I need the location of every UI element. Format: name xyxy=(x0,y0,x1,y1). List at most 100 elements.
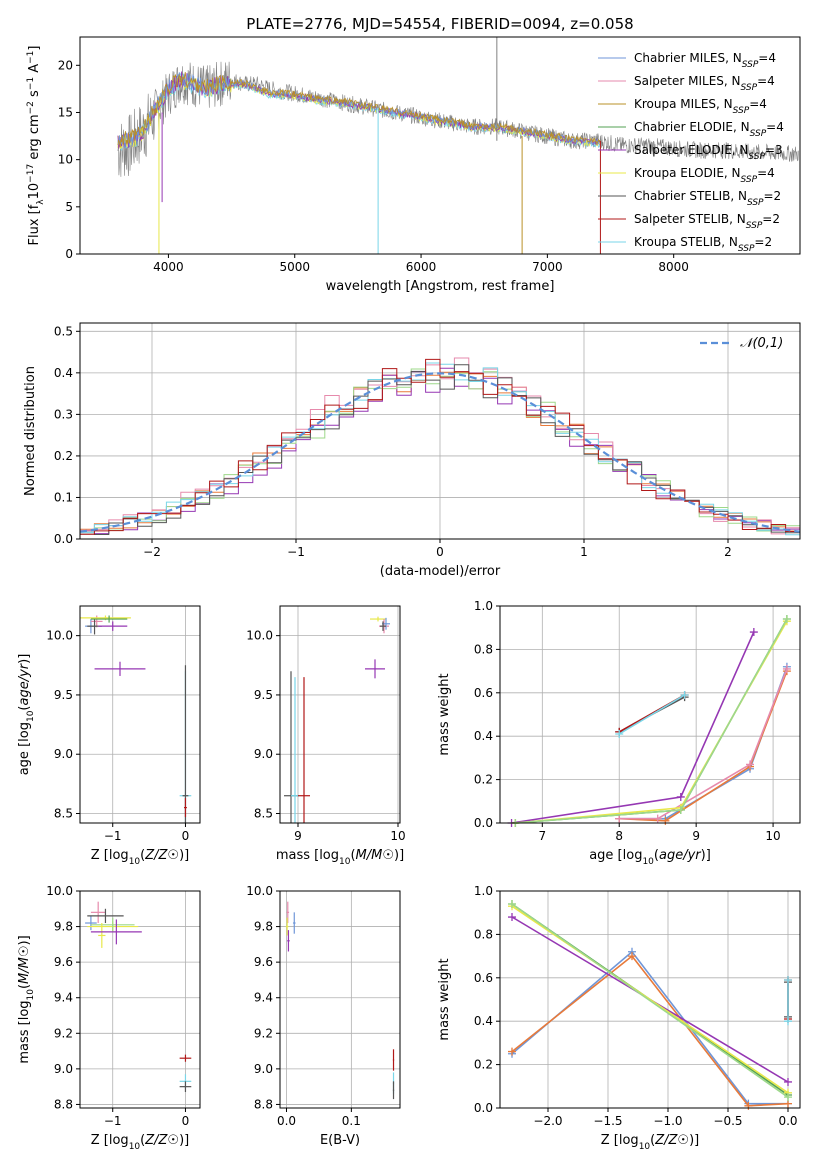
legend-entry-part: Chabrier ELODIE, N xyxy=(634,120,750,134)
y-tick-label: 0.0 xyxy=(54,532,73,546)
y-axis-label-part: −1 xyxy=(26,77,36,90)
y-axis-label-part: )] xyxy=(17,654,32,664)
legend-entry: Salpeter STELIB, NSSP=2 xyxy=(634,212,780,231)
legend-entry-part: SSP xyxy=(738,244,755,254)
legend-entry-part: Kroupa MILES, N xyxy=(634,97,733,111)
legend-entry-part: =2 xyxy=(762,212,780,226)
residuals-legend: 𝒩(0,1) xyxy=(700,336,783,351)
y-tick-label: 5 xyxy=(65,200,73,214)
legend-entry: Kroupa ELODIE, NSSP=4 xyxy=(634,166,775,185)
legend-entry-part: Kroupa STELIB, N xyxy=(634,235,738,249)
age-vs-z-plot xyxy=(80,615,192,823)
residuals-plot xyxy=(79,357,801,536)
x-tick-label: 10 xyxy=(765,829,780,843)
legend-entry: Chabrier STELIB, NSSP=2 xyxy=(634,189,781,208)
y-tick-label: 9.6 xyxy=(54,955,73,969)
y-tick-label: 0.2 xyxy=(474,773,493,787)
spectrum-labels: wavelength [Angstrom, rest frame] Flux [f… xyxy=(26,46,554,295)
y-tick-label: 9.0 xyxy=(54,1062,73,1076)
legend-entry-part: =4 xyxy=(757,166,775,180)
x-axis-label-part: 10 xyxy=(639,1142,651,1152)
y-axis-label-part: −1 xyxy=(26,51,36,64)
mass-vs-ebv-axes xyxy=(280,890,400,1108)
x-axis-label-part: age/yr xyxy=(659,848,702,863)
y-tick-label: 8.5 xyxy=(254,807,273,821)
x-axis-label-part: Z/Z☉ xyxy=(654,1133,689,1148)
x-axis-label-part: ( xyxy=(650,1133,655,1148)
y-tick-label: 10.0 xyxy=(46,884,73,898)
legend-entry: Kroupa MILES, NSSP=4 xyxy=(634,97,767,116)
y-tick-label: 9.2 xyxy=(254,1026,273,1040)
x-axis-label-part: M/M☉ xyxy=(356,848,394,863)
y-tick-label: 0.4 xyxy=(474,1014,493,1028)
y-tick-label: 0.1 xyxy=(54,490,73,504)
y-tick-label: 0.2 xyxy=(474,1058,493,1072)
axes-frame xyxy=(79,36,801,255)
y-axis-label: age [log10(age/yr)] xyxy=(17,654,36,776)
y-tick-label: 10.0 xyxy=(46,629,73,643)
weight-vs-age-labels: age [log10(age/yr)] mass weight xyxy=(437,673,711,867)
y-tick-label: 8.8 xyxy=(254,1097,273,1111)
age-vs-z-axes xyxy=(80,606,200,823)
weight-point-marker xyxy=(615,814,624,823)
x-axis-label: age [log10(age/yr)] xyxy=(589,848,711,867)
x-axis-label-part: mass [log xyxy=(276,848,339,863)
x-tick-label: −2 xyxy=(143,545,161,559)
y-tick-label: 0.8 xyxy=(474,927,493,941)
y-tick-label: 9.0 xyxy=(254,747,273,761)
x-tick-label: −1 xyxy=(104,1114,122,1128)
mass-vs-z-frame: −1 0 8.8 9.0 9.2 9.4 9.6 9.8 10.0 xyxy=(46,884,201,1128)
y-tick-label: 1.0 xyxy=(474,884,493,898)
weight-point-marker xyxy=(784,1077,792,1086)
legend-entry-part: =4 xyxy=(758,51,776,65)
axes-frame xyxy=(499,890,801,1109)
y-axis-label-part: mass [log xyxy=(17,1000,32,1063)
x-tick-label: 0.0 xyxy=(277,1114,296,1128)
y-axis-label-part: 10 xyxy=(26,710,36,722)
y-axis-label: Normed distribution xyxy=(23,366,38,496)
x-tick-label: −1.0 xyxy=(653,1114,682,1128)
histogram-series xyxy=(80,364,800,535)
y-axis-label-part: −2 xyxy=(26,101,36,114)
weight-point-marker xyxy=(508,1047,516,1056)
x-axis-label-part: 10 xyxy=(129,1142,141,1152)
x-axis-label-part: )] xyxy=(394,848,404,863)
x-tick-label: 9 xyxy=(692,829,700,843)
y-axis-label-part: mass weight xyxy=(437,673,452,755)
legend-entry-part: SSP xyxy=(747,198,764,208)
x-axis-label-part: Z [log xyxy=(91,848,129,863)
axes-frame xyxy=(79,605,201,824)
y-tick-label: 0.8 xyxy=(474,642,493,656)
age-vs-mass-frame: 9 10 8.5 9.0 9.5 10.0 xyxy=(246,605,406,843)
model-spectrum-line xyxy=(117,74,601,150)
x-axis-label-part: 10 xyxy=(642,857,654,867)
weight-series-line xyxy=(618,694,686,735)
y-axis-label-part: Normed distribution xyxy=(23,366,38,496)
y-tick-label: 9.6 xyxy=(254,955,273,969)
spectrum-plot xyxy=(117,37,799,254)
weight-series-line xyxy=(511,950,788,1105)
weight-point-marker xyxy=(784,1017,792,1026)
x-tick-label: −1.5 xyxy=(593,1114,622,1128)
x-tick-label: 7 xyxy=(538,829,546,843)
spectrum-frame: 4000 5000 6000 7000 8000 0 5 10 15 20 xyxy=(58,36,801,274)
weight-point-marker xyxy=(653,814,662,823)
y-axis-label-part: M/M☉ xyxy=(17,945,32,983)
x-tick-label: −1 xyxy=(287,545,305,559)
y-axis-label-part: 10 xyxy=(27,183,42,200)
legend-entry: 𝒩(0,1) xyxy=(740,336,783,351)
x-axis-label: Z [log10(Z/Z☉)] xyxy=(91,1133,189,1152)
x-axis-label-part: E(B-V) xyxy=(320,1133,360,1148)
x-axis-label-part: Z/Z☉ xyxy=(144,1133,179,1148)
y-axis-label-part: −17 xyxy=(26,164,36,183)
x-axis-label-part: ( xyxy=(140,1133,145,1148)
histogram-series xyxy=(80,358,800,535)
age-vs-mass-labels: mass [log10(M/M☉)] xyxy=(276,848,404,867)
legend-entry-part: SSP xyxy=(746,221,763,231)
x-axis-label-part: 10 xyxy=(339,857,351,867)
y-axis-label-part: mass weight xyxy=(437,958,452,1040)
legend-entry-part: =2 xyxy=(754,235,772,249)
x-axis-label-part: age [log xyxy=(589,848,642,863)
